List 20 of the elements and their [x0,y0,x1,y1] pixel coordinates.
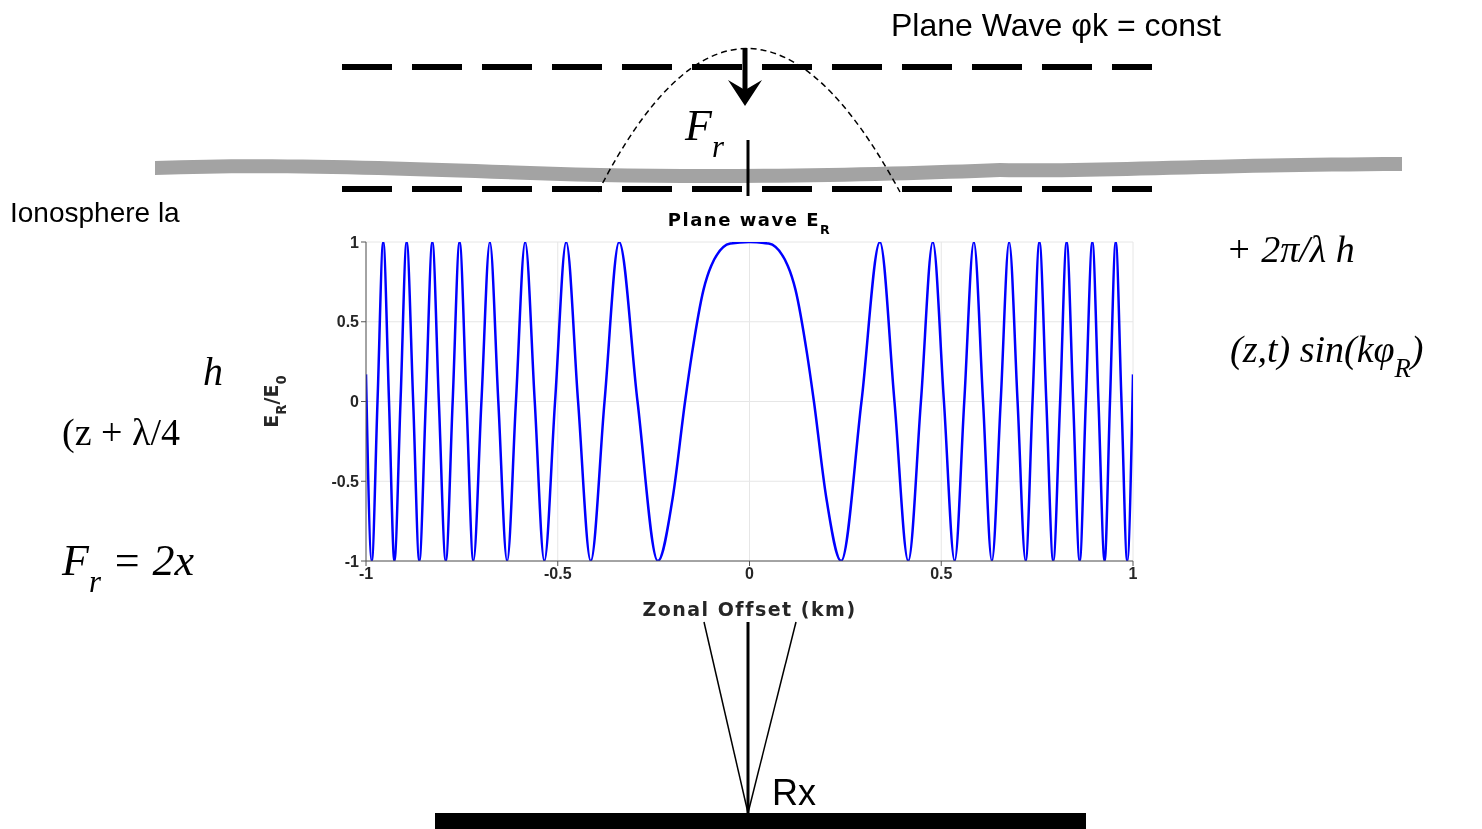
y-tick-label: 0 [350,393,360,411]
text: + 2π/λ h [1226,228,1355,270]
y-tick-label: 1 [350,233,360,251]
x-tick-label: -0.5 [543,565,572,583]
text: Plane Wave φk = const [891,7,1222,43]
x-axis-title: Zonal Offset (km) [642,598,857,620]
text: (z + λ/4 [62,411,180,454]
y-tick-label: 0.5 [336,313,360,331]
text: F$_{r}$ [684,101,725,164]
y-tick-label: -1 [344,552,360,570]
x-tick-label: 1 [1128,565,1138,583]
x-tick-label: 0.5 [930,565,953,583]
text: Ionosphere la [10,197,181,228]
text: Rx [772,772,816,813]
x-tick-label: 0 [745,565,755,583]
text: (z,t) sin(kφ$_{R}$) [1230,328,1424,383]
chart-title: Plane wave E$_{R}$ [667,209,832,237]
text: F$_{r}$ = 2x [61,536,195,599]
text: h [203,349,223,394]
y-tick-label: -0.5 [331,472,360,490]
